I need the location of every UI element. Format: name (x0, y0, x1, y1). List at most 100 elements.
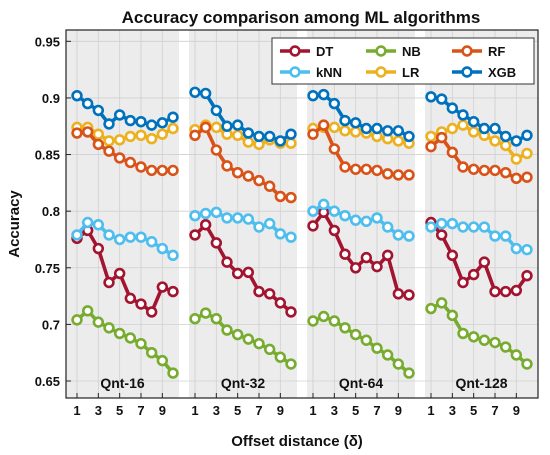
point-dt-3-6 (360, 251, 373, 264)
point-knn-2-6 (242, 213, 255, 225)
legend-label-rf: RF (488, 44, 505, 59)
point-nb-1-6 (124, 332, 137, 344)
legend-marker-xgb (461, 66, 473, 78)
y-tick-label: 0.7 (42, 317, 60, 332)
legend-marker-lr (375, 66, 387, 78)
point-knn-1-10 (167, 249, 179, 262)
point-lr-4-1 (425, 130, 437, 143)
point-nb-4-1 (425, 302, 437, 315)
series-knn (71, 198, 533, 262)
point-dt-4-4 (457, 276, 469, 289)
point-lr-1-6 (124, 130, 137, 143)
point-dt-3-7 (371, 260, 383, 273)
legend-marker-dt (289, 45, 301, 57)
point-rf-2-10 (285, 191, 297, 204)
plot-background (66, 30, 538, 398)
point-nb-2-7 (253, 337, 265, 350)
point-nb-2-6 (242, 333, 255, 345)
x-tick-label: 5 (116, 403, 123, 418)
point-xgb-1-7 (135, 116, 147, 128)
y-tick-label: 0.65 (35, 374, 60, 389)
point-xgb-2-7 (253, 130, 265, 143)
series-line-dt-3 (311, 210, 410, 297)
point-rf-2-1 (189, 129, 201, 142)
point-nb-4-4 (457, 327, 469, 340)
point-rf-2-3 (210, 144, 223, 156)
point-xgb-3-3 (328, 97, 341, 110)
x-tick-label: 1 (73, 403, 80, 418)
point-nb-3-4 (339, 322, 351, 334)
point-rf-4-1 (425, 140, 437, 153)
chart-title: Accuracy comparison among ML algorithms (122, 8, 481, 27)
point-nb-4-2 (435, 297, 448, 309)
point-rf-4-3 (446, 146, 459, 158)
point-rf-3-4 (339, 161, 351, 173)
series-line-nb-3 (312, 314, 411, 375)
x-tick-label: 1 (191, 403, 198, 418)
point-xgb-1-3 (92, 104, 105, 117)
point-knn-1-9 (156, 242, 169, 255)
point-xgb-2-4 (221, 120, 233, 132)
point-nb-3-3 (328, 315, 341, 327)
x-tick-label: 5 (352, 403, 359, 418)
point-knn-3-1 (307, 205, 319, 217)
point-knn-4-2 (435, 217, 448, 230)
x-tick-label: 3 (449, 403, 456, 418)
point-nb-4-9 (510, 349, 523, 361)
x-tick-label: 9 (513, 403, 520, 418)
point-lr-4-5 (467, 126, 480, 138)
point-rf-1-5 (113, 152, 126, 164)
point-knn-3-7 (371, 212, 383, 224)
point-dt-3-3 (328, 224, 341, 237)
point-rf-1-4 (103, 145, 115, 157)
point-dt-2-9 (274, 297, 287, 309)
point-rf-2-5 (231, 166, 244, 179)
series-line-xgb-2 (194, 90, 292, 143)
series-layer (71, 86, 533, 379)
point-nb-4-8 (499, 341, 512, 353)
point-xgb-3-6 (360, 122, 373, 135)
point-dt-4-9 (510, 284, 523, 297)
point-xgb-3-1 (307, 89, 319, 102)
point-knn-2-4 (221, 212, 233, 224)
point-xgb-1-2 (81, 97, 94, 110)
x-tick-label: 5 (470, 403, 477, 418)
legend-marker-knn (289, 66, 301, 78)
point-nb-4-10 (521, 358, 533, 370)
point-lr-4-9 (510, 153, 523, 165)
point-xgb-2-1 (189, 86, 201, 98)
point-nb-1-1 (71, 314, 83, 326)
point-xgb-4-4 (457, 109, 469, 121)
y-axis-label: Accuracy (6, 190, 23, 258)
point-nb-2-9 (274, 351, 287, 363)
point-dt-2-2 (199, 219, 212, 231)
x-tick-label: 9 (277, 403, 284, 418)
legend: DT NB RF kNN LR XGB (271, 37, 535, 85)
point-xgb-4-9 (510, 135, 523, 147)
point-xgb-1-4 (103, 118, 115, 130)
point-lr-1-10 (167, 122, 179, 135)
point-rf-1-7 (135, 161, 147, 173)
point-dt-4-3 (446, 249, 459, 262)
point-knn-3-8 (381, 221, 394, 233)
point-knn-2-8 (263, 217, 276, 230)
point-knn-1-2 (81, 216, 94, 229)
point-nb-1-9 (156, 354, 169, 367)
point-lr-2-6 (242, 136, 255, 148)
point-nb-4-3 (446, 309, 459, 322)
point-xgb-4-3 (446, 102, 459, 114)
group-label-qnt-128: Qnt-128 (455, 375, 507, 391)
point-rf-2-8 (263, 180, 276, 192)
group-label-qnt-32: Qnt-32 (221, 375, 266, 391)
point-knn-4-7 (489, 230, 501, 242)
point-xgb-4-2 (435, 93, 448, 105)
point-xgb-1-8 (145, 119, 158, 131)
point-nb-3-10 (403, 367, 415, 379)
point-dt-3-5 (349, 262, 362, 274)
point-knn-4-1 (425, 221, 437, 233)
point-knn-1-6 (124, 231, 137, 243)
point-rf-3-10 (403, 169, 415, 181)
point-lr-4-7 (489, 135, 501, 147)
point-rf-1-2 (81, 126, 94, 138)
